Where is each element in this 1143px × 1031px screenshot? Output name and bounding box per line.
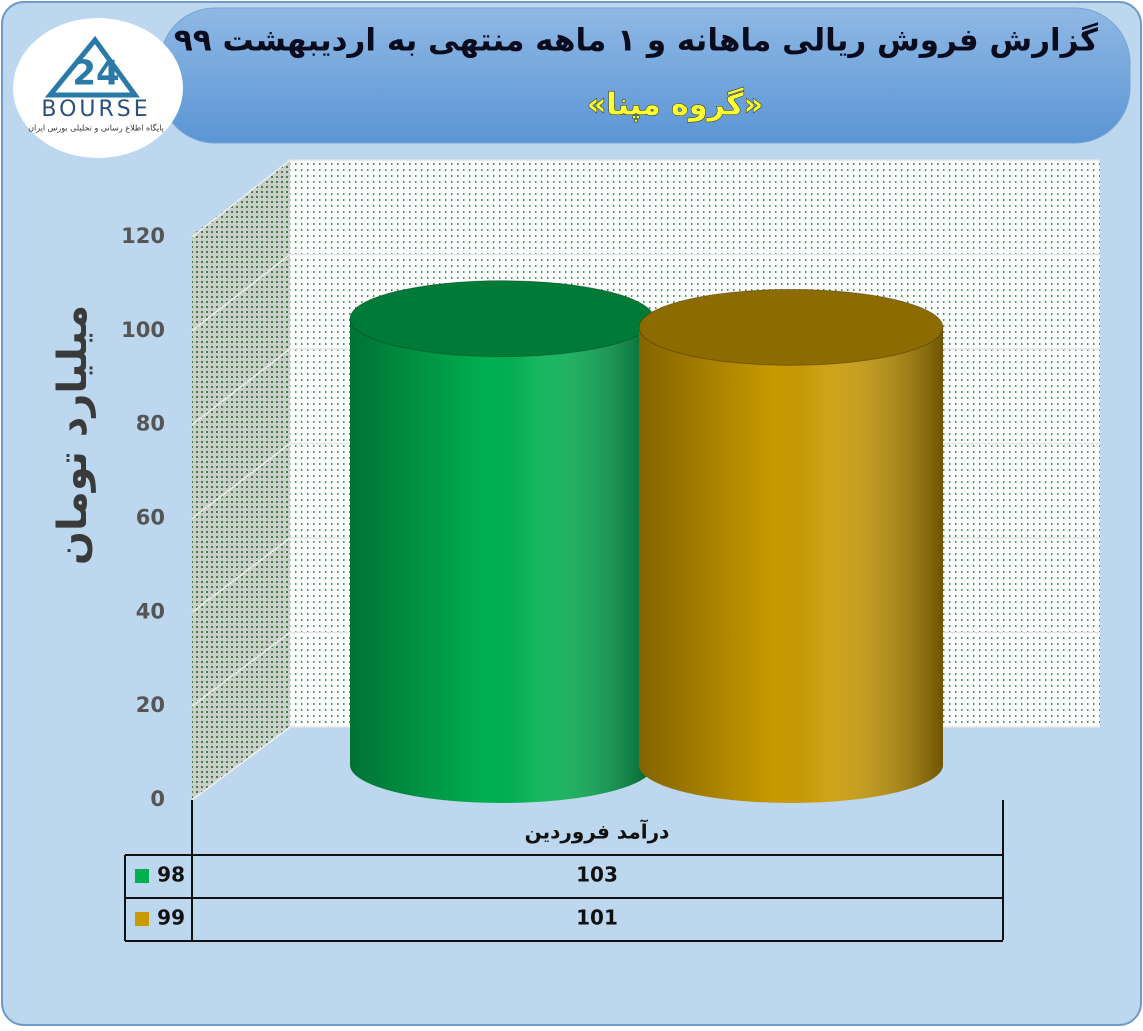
grid-line <box>191 442 291 520</box>
grid-line <box>191 159 291 238</box>
y-tick-label: 60 <box>136 506 165 530</box>
grid-line <box>191 537 291 613</box>
legend-label: 98 <box>157 863 185 887</box>
logo-name: BOURSE <box>41 97 150 122</box>
y-tick-label: 40 <box>136 599 165 623</box>
bar-shade <box>639 327 943 803</box>
bar-shade <box>350 318 654 803</box>
chart-title: گزارش فروش ریالی ماهانه و ۱ ماهه منتهی ب… <box>174 22 1099 59</box>
grid-line <box>191 348 291 426</box>
grid-line <box>191 253 291 332</box>
logo-badge <box>13 18 183 158</box>
bar-top <box>638 288 944 366</box>
y-tick-label: 20 <box>136 693 165 717</box>
table-value: 101 <box>576 906 618 930</box>
logo-icon <box>44 35 140 98</box>
bar-top-shade <box>639 289 943 366</box>
legend-label: 99 <box>157 906 185 930</box>
y-tick-label: 0 <box>150 787 165 811</box>
chart-subtitle: «گروه مپنا» <box>587 87 763 123</box>
y-tick-label: 100 <box>121 318 165 342</box>
x-tick-label: درآمد فروردین <box>525 819 670 844</box>
y-axis-label: میلیارد تومان <box>50 305 96 565</box>
y-tick-label: 80 <box>136 412 165 436</box>
grid-line <box>191 631 291 707</box>
table-value: 103 <box>576 863 618 887</box>
logo-number: 24 <box>72 54 119 94</box>
grid-line <box>191 726 291 801</box>
y-tick-label: 120 <box>121 224 165 248</box>
logo-tagline: پایگاه اطلاع رسانی و تحلیلی بورس ایران <box>28 123 164 133</box>
bar-top-shade <box>350 280 654 357</box>
legend-key <box>135 869 149 883</box>
legend-key <box>135 912 149 926</box>
side-wall <box>192 160 290 800</box>
